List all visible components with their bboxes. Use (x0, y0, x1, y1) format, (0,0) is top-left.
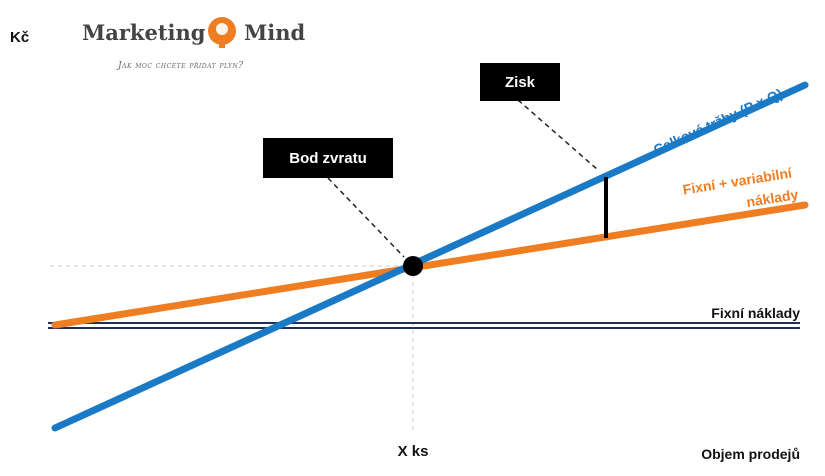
logo-bulb (208, 17, 236, 48)
callout-label: Zisk (505, 74, 536, 91)
logo-left: Marketing (82, 20, 206, 45)
y-axis-label: Kč (10, 29, 29, 46)
total-cost-line (51, 201, 809, 329)
fixed-cost-label: Fixní náklady (711, 305, 800, 321)
x-mark-label: X ks (398, 443, 429, 460)
callout-box (263, 138, 393, 178)
logo-right: Mind (244, 20, 305, 45)
x-axis-label: Objem prodejů (701, 446, 800, 462)
callout-box (480, 63, 560, 101)
logo-tagline: Jak moc chcete přidat plyn? (116, 61, 244, 71)
callout-label: Bod zvratu (289, 150, 367, 167)
break-even-point (403, 256, 423, 276)
revenue-line (51, 81, 809, 432)
callout-leader (327, 177, 405, 258)
